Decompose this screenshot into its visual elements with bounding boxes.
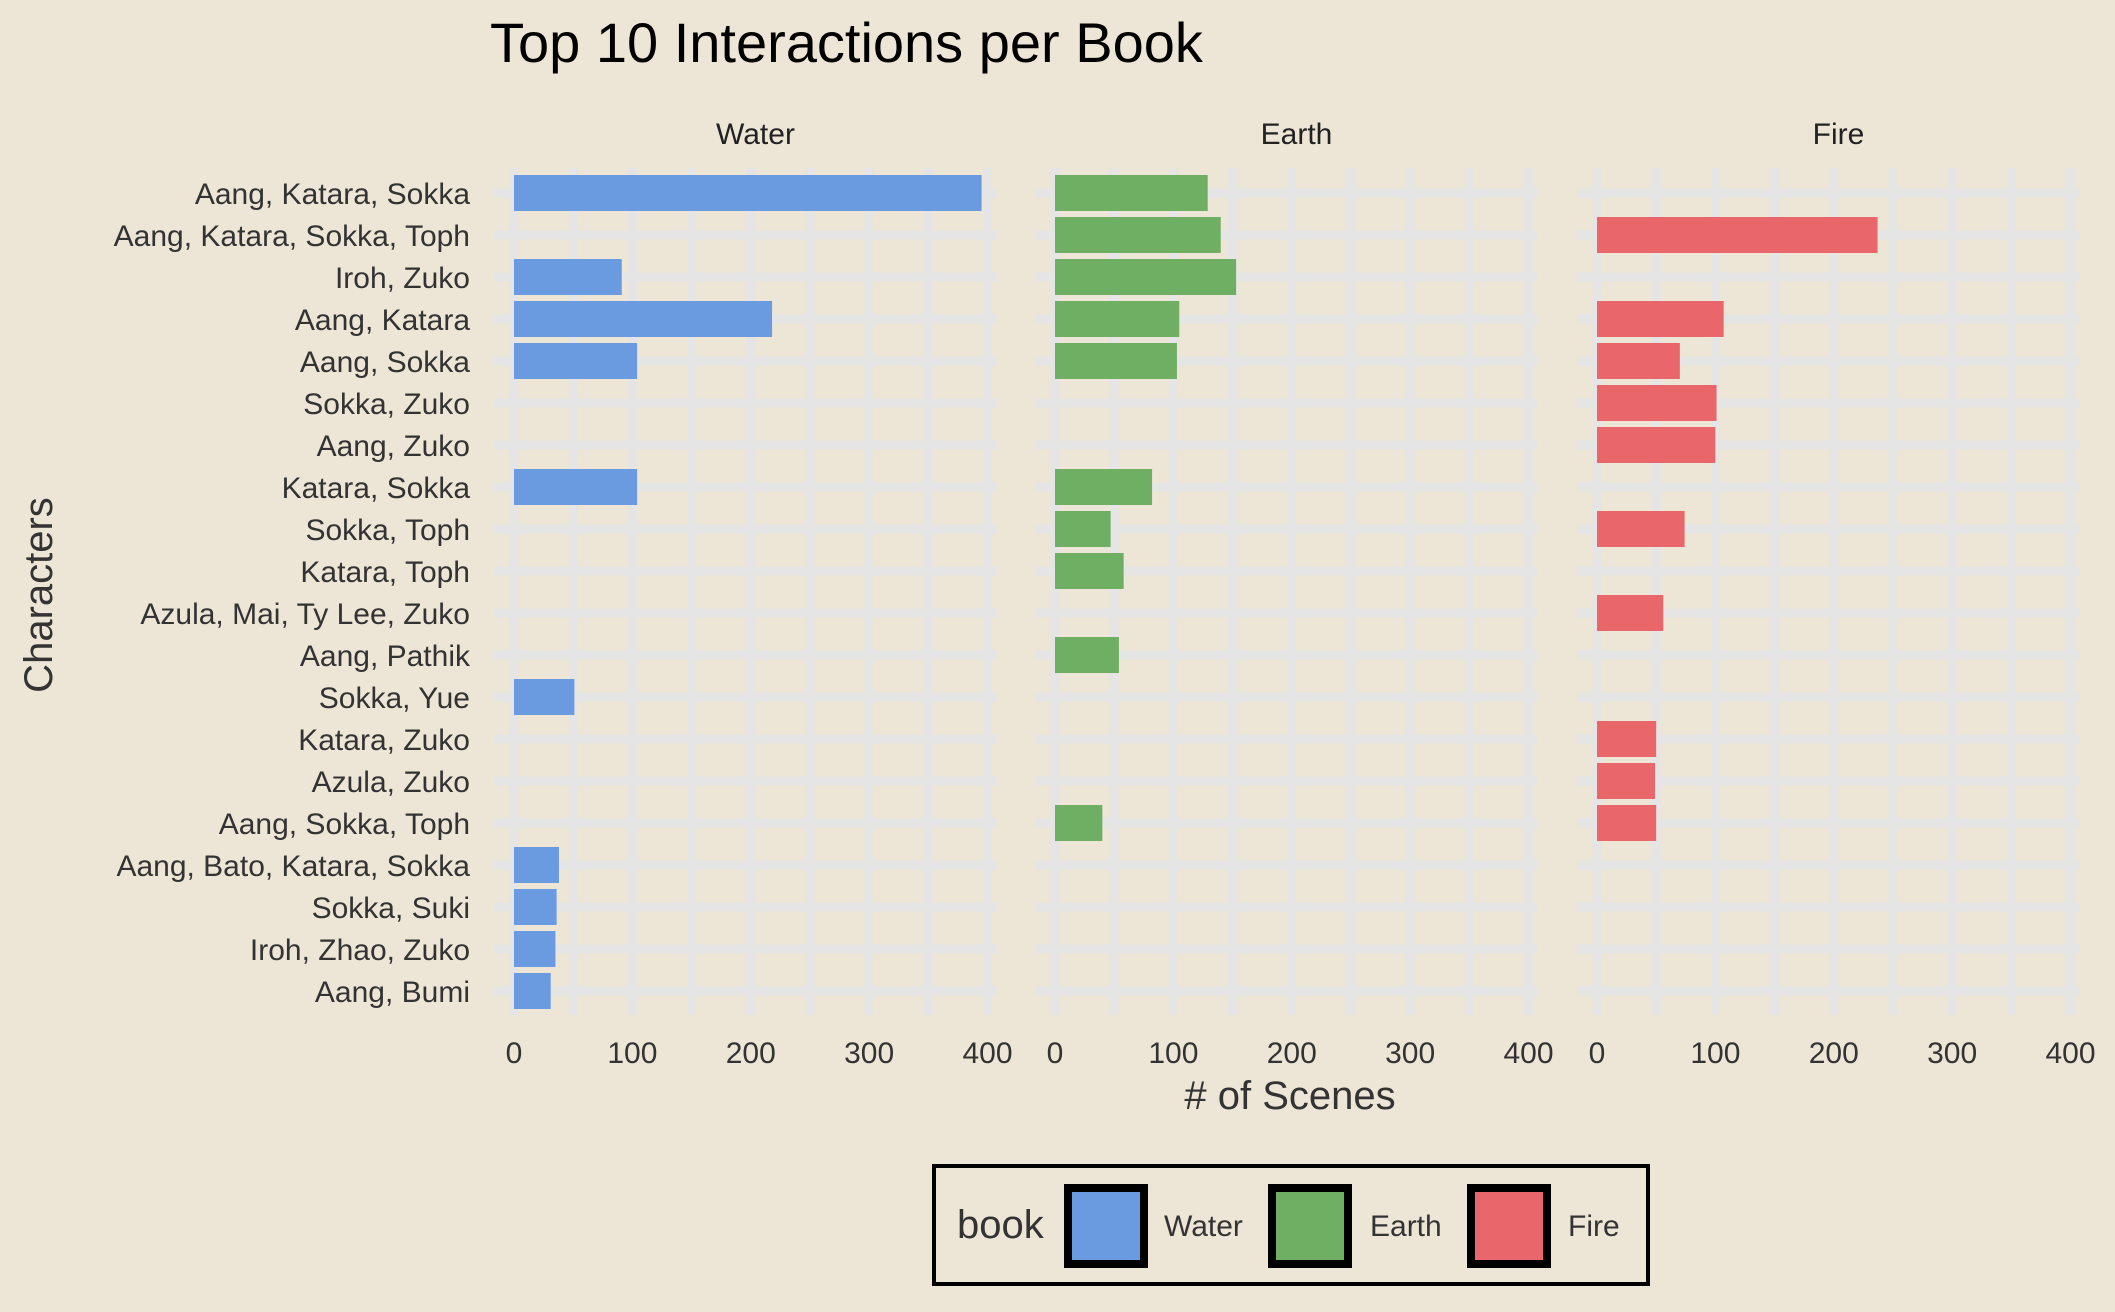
y-axis-label: Characters [17, 497, 61, 693]
x-tick-label: 400 [2045, 1037, 2095, 1070]
bar [1597, 343, 1680, 379]
bar [514, 931, 556, 967]
y-tick-label: Aang, Zuko [317, 430, 470, 463]
bar [1597, 721, 1657, 757]
x-tick-label: 100 [1148, 1037, 1198, 1070]
legend-box [932, 1164, 1650, 1286]
legend-label: Earth [1370, 1210, 1442, 1243]
y-tick-label: Azula, Mai, Ty Lee, Zuko [140, 598, 470, 631]
legend-label: Water [1164, 1210, 1243, 1243]
bar [514, 301, 773, 337]
facet-strip-label: Fire [1813, 118, 1865, 151]
bar [1055, 469, 1153, 505]
y-tick-label: Aang, Sokka, Toph [219, 808, 470, 841]
x-tick-label: 300 [844, 1037, 894, 1070]
bar [1055, 217, 1221, 253]
bar [1055, 259, 1237, 295]
bar [1055, 175, 1208, 211]
y-tick-label: Katara, Toph [300, 556, 470, 589]
x-tick-label: 400 [1503, 1037, 1553, 1070]
chart-title: Top 10 Interactions per Book [490, 11, 1204, 74]
y-tick-label: Iroh, Zhao, Zuko [250, 934, 470, 967]
bar [1055, 637, 1119, 673]
x-tick-label: 300 [1385, 1037, 1435, 1070]
bar [514, 973, 551, 1009]
bar [1597, 427, 1716, 463]
legend-label: Fire [1568, 1210, 1620, 1243]
y-tick-label: Aang, Pathik [300, 640, 471, 673]
x-tick-label: 0 [1047, 1037, 1064, 1070]
bar [514, 679, 575, 715]
bar [1055, 343, 1177, 379]
bar [1597, 805, 1657, 841]
bar [514, 847, 559, 883]
legend-key-earth [1268, 1184, 1352, 1268]
x-tick-label: 0 [1589, 1037, 1606, 1070]
facet-fire: Fire 0 100 200 300 400 [1577, 118, 2096, 1070]
bar [1055, 301, 1180, 337]
bar [1597, 763, 1656, 799]
legend-key-fire [1467, 1184, 1551, 1268]
x-tick-label: 100 [1690, 1037, 1740, 1070]
bar [514, 469, 638, 505]
facet-strip-label: Earth [1261, 118, 1333, 151]
x-tick-label: 200 [1809, 1037, 1859, 1070]
bar [514, 343, 638, 379]
y-tick-label: Aang, Bato, Katara, Sokka [116, 850, 470, 883]
x-tick-label: 200 [1267, 1037, 1317, 1070]
y-tick-label: Aang, Katara, Sokka [195, 178, 470, 211]
bar [1055, 553, 1124, 589]
legend-title: book [957, 1203, 1045, 1247]
x-axis-label: # of Scenes [1184, 1074, 1395, 1118]
x-tick-label: 0 [506, 1037, 523, 1070]
bar [1597, 301, 1724, 337]
y-tick-label: Sokka, Suki [312, 892, 470, 925]
x-tick-label: 200 [726, 1037, 776, 1070]
facet-water: Water 0 100 200 300 400 [494, 118, 1013, 1070]
bar [1055, 805, 1103, 841]
y-tick-label: Aang, Bumi [315, 976, 470, 1009]
y-tick-label: Sokka, Zuko [303, 388, 470, 421]
bar [1597, 217, 1878, 253]
bar [514, 259, 622, 295]
y-tick-label: Sokka, Yue [319, 682, 470, 715]
bar [1597, 595, 1664, 631]
y-tick-label: Aang, Katara, Sokka, Toph [114, 220, 470, 253]
bar [1055, 511, 1111, 547]
bar [514, 889, 557, 925]
y-tick-label: Aang, Katara [295, 304, 470, 337]
y-tick-label: Katara, Sokka [282, 472, 471, 505]
x-tick-label: 100 [607, 1037, 657, 1070]
facet-earth: Earth 0 100 200 300 400 [1035, 118, 1554, 1070]
y-tick-label: Aang, Sokka [300, 346, 470, 379]
legend: book Water Earth Fire [932, 1164, 1650, 1286]
x-tick-label: 400 [962, 1037, 1012, 1070]
bar [514, 175, 982, 211]
bar [1597, 385, 1717, 421]
y-tick-label: Katara, Zuko [298, 724, 470, 757]
y-tick-label: Sokka, Toph [305, 514, 470, 547]
facet-strip-label: Water [716, 118, 795, 151]
y-tick-label: Azula, Zuko [312, 766, 470, 799]
x-tick-label: 300 [1927, 1037, 1977, 1070]
legend-key-water [1064, 1184, 1148, 1268]
bar [1597, 511, 1685, 547]
y-tick-label: Iroh, Zuko [335, 262, 470, 295]
